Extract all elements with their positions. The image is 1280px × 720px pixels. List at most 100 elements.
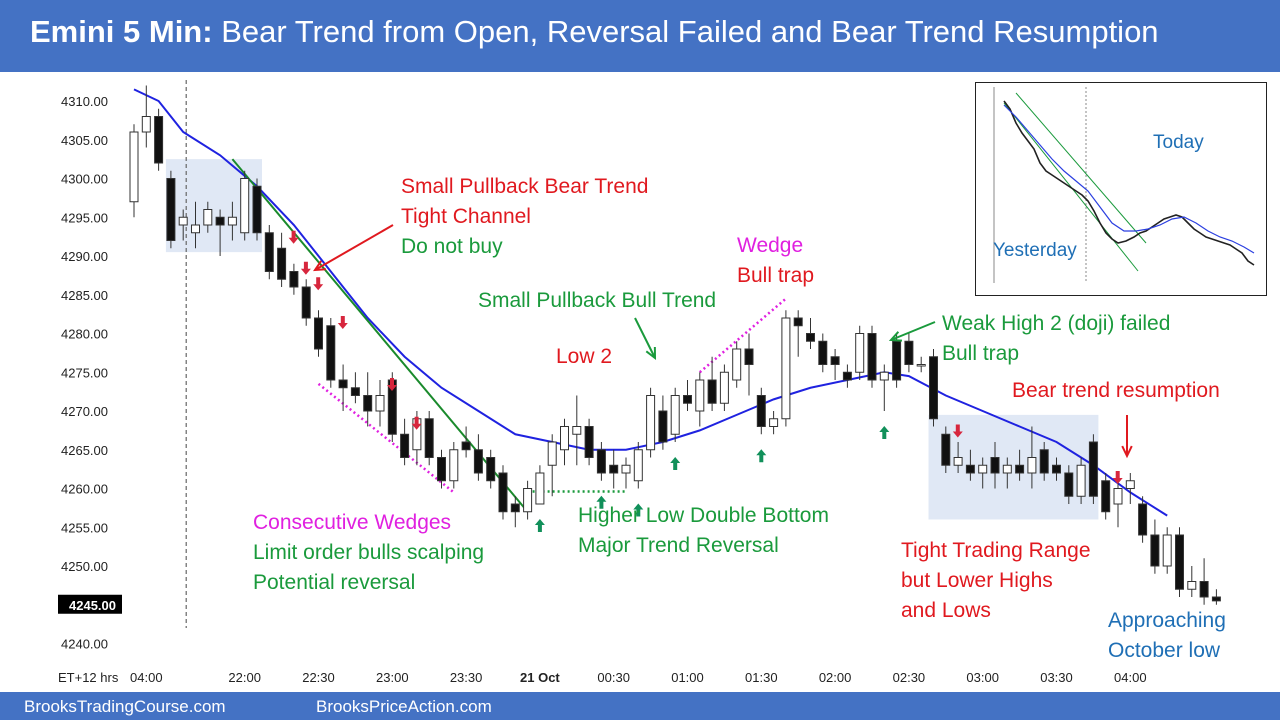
candle-body (437, 457, 446, 482)
x-tick-label: 03:30 (1040, 670, 1073, 685)
y-tick-label: 4250.00 (61, 559, 108, 574)
annotation-line: Potential reversal (253, 571, 416, 594)
chart-title: Emini 5 Min: Bear Trend from Open, Rever… (30, 14, 1159, 50)
candle-body (879, 371, 889, 381)
y-tick-label: 4240.00 (61, 637, 108, 652)
y-tick-label: 4280.00 (61, 327, 108, 342)
candle-body (1088, 441, 1098, 497)
candle-body (1039, 449, 1049, 474)
inset-chart: Today Yesterday (975, 82, 1267, 296)
candle-body (1027, 457, 1037, 474)
x-tick-label: 23:30 (450, 670, 483, 685)
candle-body (769, 418, 779, 427)
candle-body (314, 317, 323, 350)
callout-arrow-shaft (314, 224, 394, 271)
x-tick-label: 01:30 (745, 670, 778, 685)
candle-body (203, 209, 213, 226)
y-tick-label: 4305.00 (61, 133, 108, 148)
candle-body (363, 395, 373, 412)
annotation-line: Small Pullback Bear Trend (401, 175, 649, 198)
pointer-arrows (313, 224, 1133, 459)
candle-body (154, 116, 164, 164)
candle-body (621, 464, 631, 474)
annotation-small-pullback-bear: Small Pullback Bear Trend Tight Channel … (401, 172, 648, 262)
shaded-range (928, 414, 1099, 520)
candle-body (633, 449, 643, 482)
candle-body (916, 364, 926, 367)
candle-body (326, 325, 336, 381)
y-tick-label: 4275.00 (61, 365, 108, 380)
y-tick-label: 4265.00 (61, 443, 108, 458)
annotation-tight-trading-range: Tight Trading Range but Lower Highs and … (901, 536, 1091, 626)
candle-body (289, 271, 299, 288)
candle-body (609, 464, 619, 474)
annotation-line: and Lows (901, 599, 991, 622)
annotation-line: Do not buy (401, 235, 503, 258)
candle-body (818, 340, 828, 365)
buy-signal-arrow (633, 503, 644, 517)
x-axis: ET+12 hrs 04:00 22:00 22:30 23:00 23:30 21 Oct… (58, 670, 1147, 685)
candle-body (904, 340, 914, 365)
candles (129, 85, 1221, 605)
candle-body (486, 457, 496, 482)
x-tick-label: 02:30 (893, 670, 926, 685)
candle-body (953, 457, 963, 466)
candle-body (1138, 503, 1148, 536)
candle-body (1211, 596, 1221, 602)
candle-body (1064, 472, 1074, 497)
title-rest: Bear Trend from Open, Reversal Failed an… (212, 14, 1159, 49)
candle-body (301, 286, 311, 319)
candle-body (596, 449, 606, 474)
callout-arrow-head (645, 346, 657, 361)
x-tick-label: 03:00 (966, 670, 999, 685)
y-axis: 4310.00 4305.00 4300.00 4295.00 4290.00 4285.… (58, 94, 122, 652)
candle-body (1015, 464, 1025, 474)
candle-body (215, 216, 225, 226)
candle-body (793, 317, 803, 327)
title-bold: Emini 5 Min: (30, 14, 213, 49)
candle-body (978, 464, 988, 474)
candle-body (338, 379, 348, 389)
signal-arrows (288, 230, 1123, 532)
candle-body (1187, 581, 1197, 590)
candle-body (572, 426, 582, 435)
annotation-line: Bull trap (942, 342, 1020, 365)
candle-body (129, 131, 139, 203)
annotation-line: Weak High 2 (doji) failed (942, 312, 1171, 335)
annotation-line: Tight Trading Range (901, 539, 1091, 562)
candle-body (510, 503, 520, 513)
x-tick-label: 22:00 (228, 670, 261, 685)
inset-channel-line (1015, 92, 1147, 244)
candle-body (1002, 464, 1012, 474)
annotation-line: Tight Channel (401, 205, 531, 228)
annotation-weak-high2: Weak High 2 (doji) failed Bull trap (942, 309, 1170, 369)
candle-body (1052, 464, 1061, 474)
annotation-low2: Low 2 (556, 345, 613, 368)
candle-body (166, 178, 176, 241)
callout-arrow-shaft (890, 321, 936, 341)
y-tick-label: 4295.00 (61, 210, 108, 225)
sell-signal-arrow (313, 277, 324, 291)
footer-bar (0, 692, 1280, 720)
y-tick-label: 4300.00 (61, 172, 108, 187)
footer-right-link[interactable]: BrooksPriceAction.com (316, 697, 492, 716)
sell-signal-arrow (288, 230, 299, 244)
y-tick-label: 4260.00 (61, 482, 108, 497)
candle-body (941, 433, 951, 466)
annotation-line: Approaching (1108, 609, 1226, 632)
sell-signal-arrow (300, 261, 311, 275)
candle-body (929, 356, 938, 420)
x-tick-label: 23:00 (376, 670, 409, 685)
candle-body (547, 441, 557, 466)
y-tick-label: 4290.00 (61, 249, 108, 264)
candle-body (756, 395, 766, 427)
sell-signal-arrow (337, 316, 348, 329)
annotation-line: Wedge (737, 234, 804, 257)
footer-left-link[interactable]: BrooksTradingCourse.com (24, 697, 226, 716)
candle-body (1150, 534, 1160, 567)
candle-body (707, 379, 717, 404)
x-tick-label: 01:00 (671, 670, 704, 685)
sell-signal-arrow (387, 378, 397, 391)
candle-body (892, 340, 902, 381)
buy-signal-arrow (756, 449, 767, 463)
